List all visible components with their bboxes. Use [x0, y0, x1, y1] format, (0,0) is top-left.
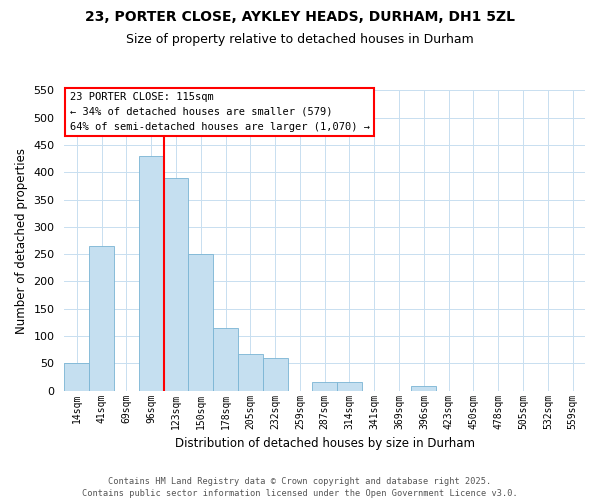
Bar — [337, 382, 362, 390]
Bar — [213, 328, 238, 390]
Bar — [238, 354, 263, 391]
Text: 23 PORTER CLOSE: 115sqm
← 34% of detached houses are smaller (579)
64% of semi-d: 23 PORTER CLOSE: 115sqm ← 34% of detache… — [70, 92, 370, 132]
Y-axis label: Number of detached properties: Number of detached properties — [15, 148, 28, 334]
Bar — [89, 246, 114, 390]
Bar — [188, 254, 213, 390]
Bar — [139, 156, 164, 390]
X-axis label: Distribution of detached houses by size in Durham: Distribution of detached houses by size … — [175, 437, 475, 450]
Bar — [164, 178, 188, 390]
Text: 23, PORTER CLOSE, AYKLEY HEADS, DURHAM, DH1 5ZL: 23, PORTER CLOSE, AYKLEY HEADS, DURHAM, … — [85, 10, 515, 24]
Bar — [313, 382, 337, 390]
Text: Contains HM Land Registry data © Crown copyright and database right 2025.
Contai: Contains HM Land Registry data © Crown c… — [82, 476, 518, 498]
Bar — [263, 358, 287, 390]
Bar — [412, 386, 436, 390]
Bar — [64, 364, 89, 390]
Text: Size of property relative to detached houses in Durham: Size of property relative to detached ho… — [126, 32, 474, 46]
